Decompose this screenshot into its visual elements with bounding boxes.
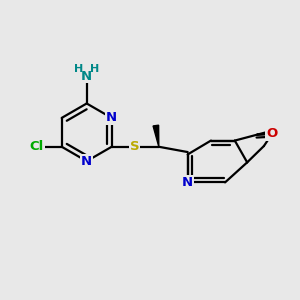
Text: Cl: Cl [30, 140, 44, 153]
Text: N: N [182, 176, 193, 189]
Text: N: N [106, 111, 117, 124]
Text: N: N [81, 70, 92, 83]
Text: S: S [130, 140, 140, 153]
Text: N: N [81, 155, 92, 168]
Text: H: H [90, 64, 100, 74]
Polygon shape [153, 125, 159, 147]
Text: O: O [266, 127, 278, 140]
Text: H: H [74, 64, 83, 74]
